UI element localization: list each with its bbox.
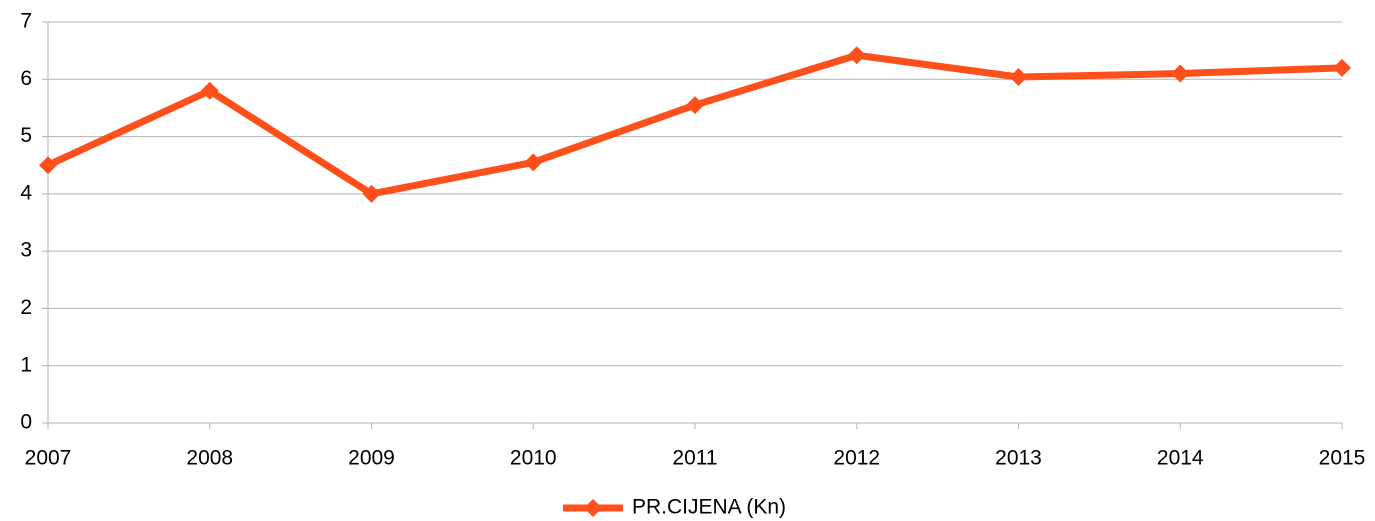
- x-tick-label: 2008: [186, 447, 233, 470]
- line: [46, 51, 1343, 198]
- marker: [686, 96, 704, 115]
- x-tick-label: 2015: [1319, 447, 1366, 470]
- marker: [362, 184, 381, 203]
- x-tick-label: 2013: [995, 447, 1042, 470]
- y-tick-label: 1: [20, 353, 32, 376]
- marker: [847, 46, 866, 65]
- y-tick-label: 7: [20, 10, 32, 33]
- x-tick-label: 2014: [1157, 447, 1204, 470]
- x-tick-label: 2010: [510, 447, 557, 470]
- marker: [39, 156, 57, 175]
- y-tick-label: 5: [20, 124, 32, 147]
- marker: [200, 81, 219, 100]
- y-tick-label: 6: [20, 67, 32, 90]
- y-tick-label: 2: [20, 296, 32, 319]
- marker: [1009, 67, 1028, 86]
- x-tick-label: 2012: [833, 447, 880, 470]
- marker: [1333, 58, 1351, 77]
- x-tick-label: 2011: [672, 447, 717, 470]
- legend-label: PR.CIJENA (Kn): [632, 496, 786, 519]
- marker: [1171, 64, 1190, 83]
- x-tick-label: 2007: [25, 447, 72, 470]
- marker: [524, 153, 543, 172]
- y-tick-label: 0: [20, 411, 32, 434]
- x-tick-label: 2009: [348, 447, 395, 470]
- legend-marker: [584, 499, 602, 517]
- y-tick-label: 4: [20, 181, 32, 204]
- y-tick-label: 3: [20, 239, 32, 262]
